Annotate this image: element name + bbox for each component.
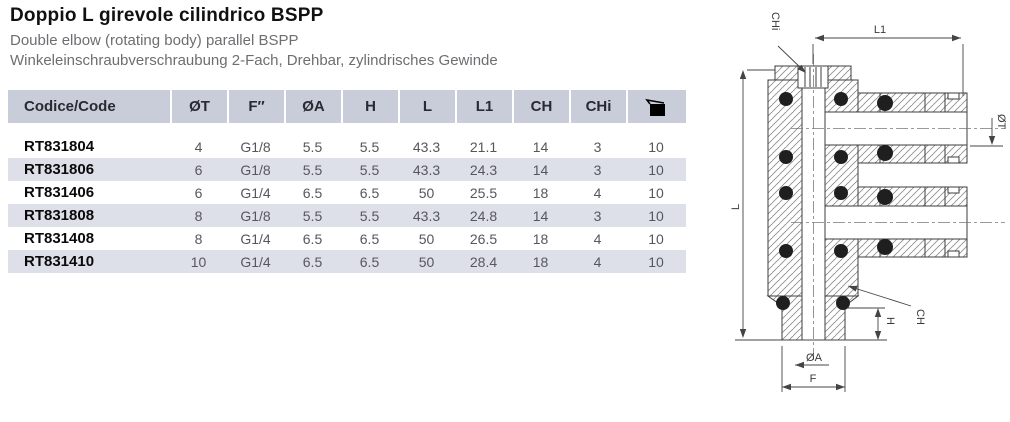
value-cell-f: G1/4 <box>240 184 271 201</box>
value-cell-f: G1/8 <box>240 161 271 178</box>
value-cell-ch: 18 <box>532 253 549 270</box>
value-cell-ch: 14 <box>532 207 549 224</box>
value-cell-f: G1/4 <box>240 253 271 270</box>
cross-section-drawing: L1 CHi ØT L CH H ØA F <box>730 12 1007 392</box>
value-cell-h: 5.5 <box>359 207 380 224</box>
value-cell-ch: 18 <box>532 184 549 201</box>
centerlines <box>791 54 1005 362</box>
dim-label-chi: CHi <box>769 12 781 30</box>
dimension-lines <box>735 34 1003 392</box>
table-row: RT831804 4 G1/8 5.5 5.5 43.3 21.1 14 3 1… <box>8 135 686 158</box>
value-cell-l1: 26.5 <box>469 230 498 247</box>
col-header-code: Codice/Code <box>8 90 170 123</box>
value-cell-l1: 28.4 <box>469 253 498 270</box>
value-cell-ch: 18 <box>532 230 549 247</box>
value-cell-l1: 24.8 <box>469 207 498 224</box>
value-cell-f: G1/8 <box>240 138 271 155</box>
value-cell-qty: 10 <box>648 207 664 224</box>
value-cell-oa: 6.5 <box>302 184 323 201</box>
col-header-oa: ØA <box>284 90 341 123</box>
subtitle-german: Winkeleinschraubverschraubung 2-Fach, Dr… <box>10 52 498 70</box>
value-cell-h: 5.5 <box>359 161 380 178</box>
value-cell-chi: 3 <box>593 161 602 178</box>
value-cell-oa: 5.5 <box>302 207 323 224</box>
table-row: RT831806 6 G1/8 5.5 5.5 43.3 24.3 14 3 1… <box>8 158 686 181</box>
table-row: RT831410 10 G1/4 6.5 6.5 50 28.4 18 4 10 <box>8 250 686 273</box>
value-cell-h: 6.5 <box>359 184 380 201</box>
value-cell-l: 50 <box>418 184 435 201</box>
col-header-ot: ØT <box>170 90 227 123</box>
value-cell-l: 50 <box>418 230 435 247</box>
code-cell: RT831408 <box>24 230 95 247</box>
col-header-ch: CH <box>512 90 569 123</box>
dim-label-f: F <box>810 373 817 385</box>
fitting-cross-section <box>766 65 968 341</box>
value-cell-l1: 21.1 <box>469 138 498 155</box>
code-cell: RT831406 <box>24 184 95 201</box>
value-cell-chi: 3 <box>593 138 602 155</box>
value-cell-ot: 10 <box>190 253 207 270</box>
value-cell-ch: 14 <box>532 161 549 178</box>
col-header-h: H <box>341 90 398 123</box>
value-cell-oa: 6.5 <box>302 230 323 247</box>
table-row: RT831408 8 G1/4 6.5 6.5 50 26.5 18 4 10 <box>8 227 686 250</box>
table-row: RT831808 8 G1/8 5.5 5.5 43.3 24.8 14 3 1… <box>8 204 686 227</box>
value-cell-ot: 8 <box>194 207 203 224</box>
value-cell-l: 43.3 <box>412 138 441 155</box>
spec-table: Codice/Code ØT F″ ØA H L L1 CH CHi RT831… <box>8 90 686 273</box>
value-cell-l1: 24.3 <box>469 161 498 178</box>
value-cell-ch: 14 <box>532 138 549 155</box>
o-ring-dots <box>776 92 893 310</box>
technical-drawing: L1 CHi ØT L CH H ØA F <box>695 0 1010 417</box>
value-cell-l: 50 <box>418 253 435 270</box>
value-cell-oa: 6.5 <box>302 253 323 270</box>
value-cell-ot: 4 <box>194 138 203 155</box>
col-header-chi: CHi <box>569 90 626 123</box>
col-header-l1: L1 <box>455 90 512 123</box>
value-cell-f: G1/4 <box>240 230 271 247</box>
value-cell-qty: 10 <box>648 230 664 247</box>
value-cell-qty: 10 <box>648 253 664 270</box>
dim-label-oa: ØA <box>806 352 823 364</box>
value-cell-chi: 4 <box>593 230 602 247</box>
col-header-f: F″ <box>227 90 284 123</box>
code-cell: RT831806 <box>24 161 95 178</box>
value-cell-qty: 10 <box>648 184 664 201</box>
dim-label-ch: CH <box>914 309 926 325</box>
value-cell-h: 6.5 <box>359 230 380 247</box>
table-row: RT831406 6 G1/4 6.5 6.5 50 25.5 18 4 10 <box>8 181 686 204</box>
value-cell-ot: 8 <box>194 230 203 247</box>
value-cell-qty: 10 <box>648 161 664 178</box>
page-title: Doppio L girevole cilindrico BSPP <box>10 5 324 26</box>
dim-label-ot: ØT <box>995 114 1007 130</box>
value-cell-ot: 6 <box>194 161 203 178</box>
code-cell: RT831804 <box>24 138 95 155</box>
dim-label-h: H <box>884 317 896 325</box>
value-cell-l: 43.3 <box>412 161 441 178</box>
dim-label-l: L <box>730 204 742 210</box>
dim-label-l1: L1 <box>874 24 886 36</box>
code-cell: RT831808 <box>24 207 95 224</box>
value-cell-h: 6.5 <box>359 253 380 270</box>
value-cell-l1: 25.5 <box>469 184 498 201</box>
value-cell-f: G1/8 <box>240 207 271 224</box>
value-cell-l: 43.3 <box>412 207 441 224</box>
title-block: Doppio L girevole cilindrico BSPP Double… <box>10 5 690 72</box>
subtitle-english: Double elbow (rotating body) parallel BS… <box>10 32 299 49</box>
col-header-package <box>626 90 686 123</box>
value-cell-h: 5.5 <box>359 138 380 155</box>
value-cell-oa: 5.5 <box>302 161 323 178</box>
value-cell-ot: 6 <box>194 184 203 201</box>
value-cell-chi: 4 <box>593 253 602 270</box>
value-cell-chi: 3 <box>593 207 602 224</box>
table-header-row: Codice/Code ØT F″ ØA H L L1 CH CHi <box>8 90 686 123</box>
value-cell-chi: 4 <box>593 184 602 201</box>
value-cell-oa: 5.5 <box>302 138 323 155</box>
value-cell-qty: 10 <box>648 138 664 155</box>
code-cell: RT831410 <box>24 253 95 270</box>
package-icon <box>645 98 665 116</box>
col-header-l: L <box>398 90 455 123</box>
